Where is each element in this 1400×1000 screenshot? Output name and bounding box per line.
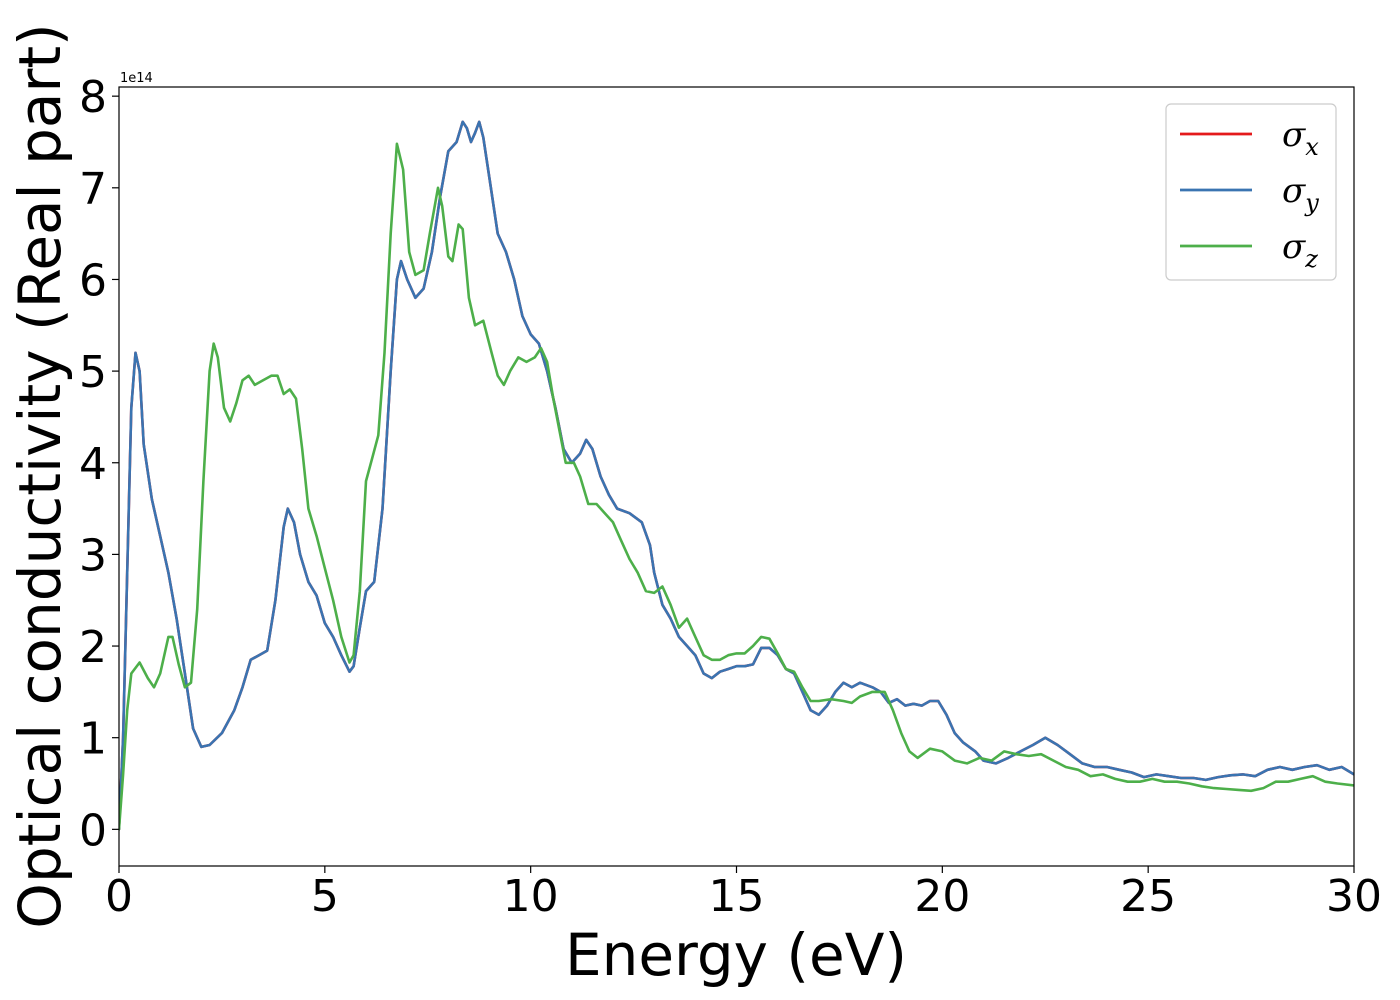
- legend-box: [1165, 103, 1337, 281]
- x-tick-label: 10: [503, 871, 559, 922]
- legend-label-x: σx: [1282, 115, 1319, 161]
- y-axis-label: Optical conductivity (Real part): [6, 23, 74, 928]
- series-line-y: [119, 120, 1354, 831]
- x-tick-label: 0: [105, 871, 133, 922]
- y-tick-label: 4: [79, 439, 107, 490]
- y-tick-label: 5: [79, 347, 107, 398]
- series-line-z: [119, 142, 1354, 831]
- legend-label-y: σy: [1282, 171, 1319, 217]
- x-tick-label: 20: [914, 871, 970, 922]
- y-tick-label: 3: [79, 530, 107, 581]
- series-layer: [119, 120, 1354, 831]
- y-tick-label: 7: [79, 164, 107, 215]
- y-tick-label: 2: [79, 622, 107, 673]
- x-axis-label: Energy (eV): [565, 921, 907, 989]
- y-offset-text: 1e14: [120, 71, 153, 86]
- y-axis-ticks: 0 1 2 3 4 5 6 7 8: [79, 72, 119, 856]
- x-tick-label: 30: [1326, 871, 1382, 922]
- x-tick-label: 15: [709, 871, 765, 922]
- legend: σx σy σz: [1165, 103, 1337, 281]
- y-tick-label: 8: [79, 72, 107, 123]
- legend-label-z: σz: [1282, 227, 1318, 273]
- y-tick-label: 6: [79, 255, 107, 306]
- x-tick-label: 5: [311, 871, 339, 922]
- y-tick-label: 0: [79, 805, 107, 856]
- x-axis-ticks: 0 5 10 15 20 25 30: [105, 866, 1382, 922]
- x-tick-label: 25: [1120, 871, 1176, 922]
- y-tick-label: 1: [79, 714, 107, 765]
